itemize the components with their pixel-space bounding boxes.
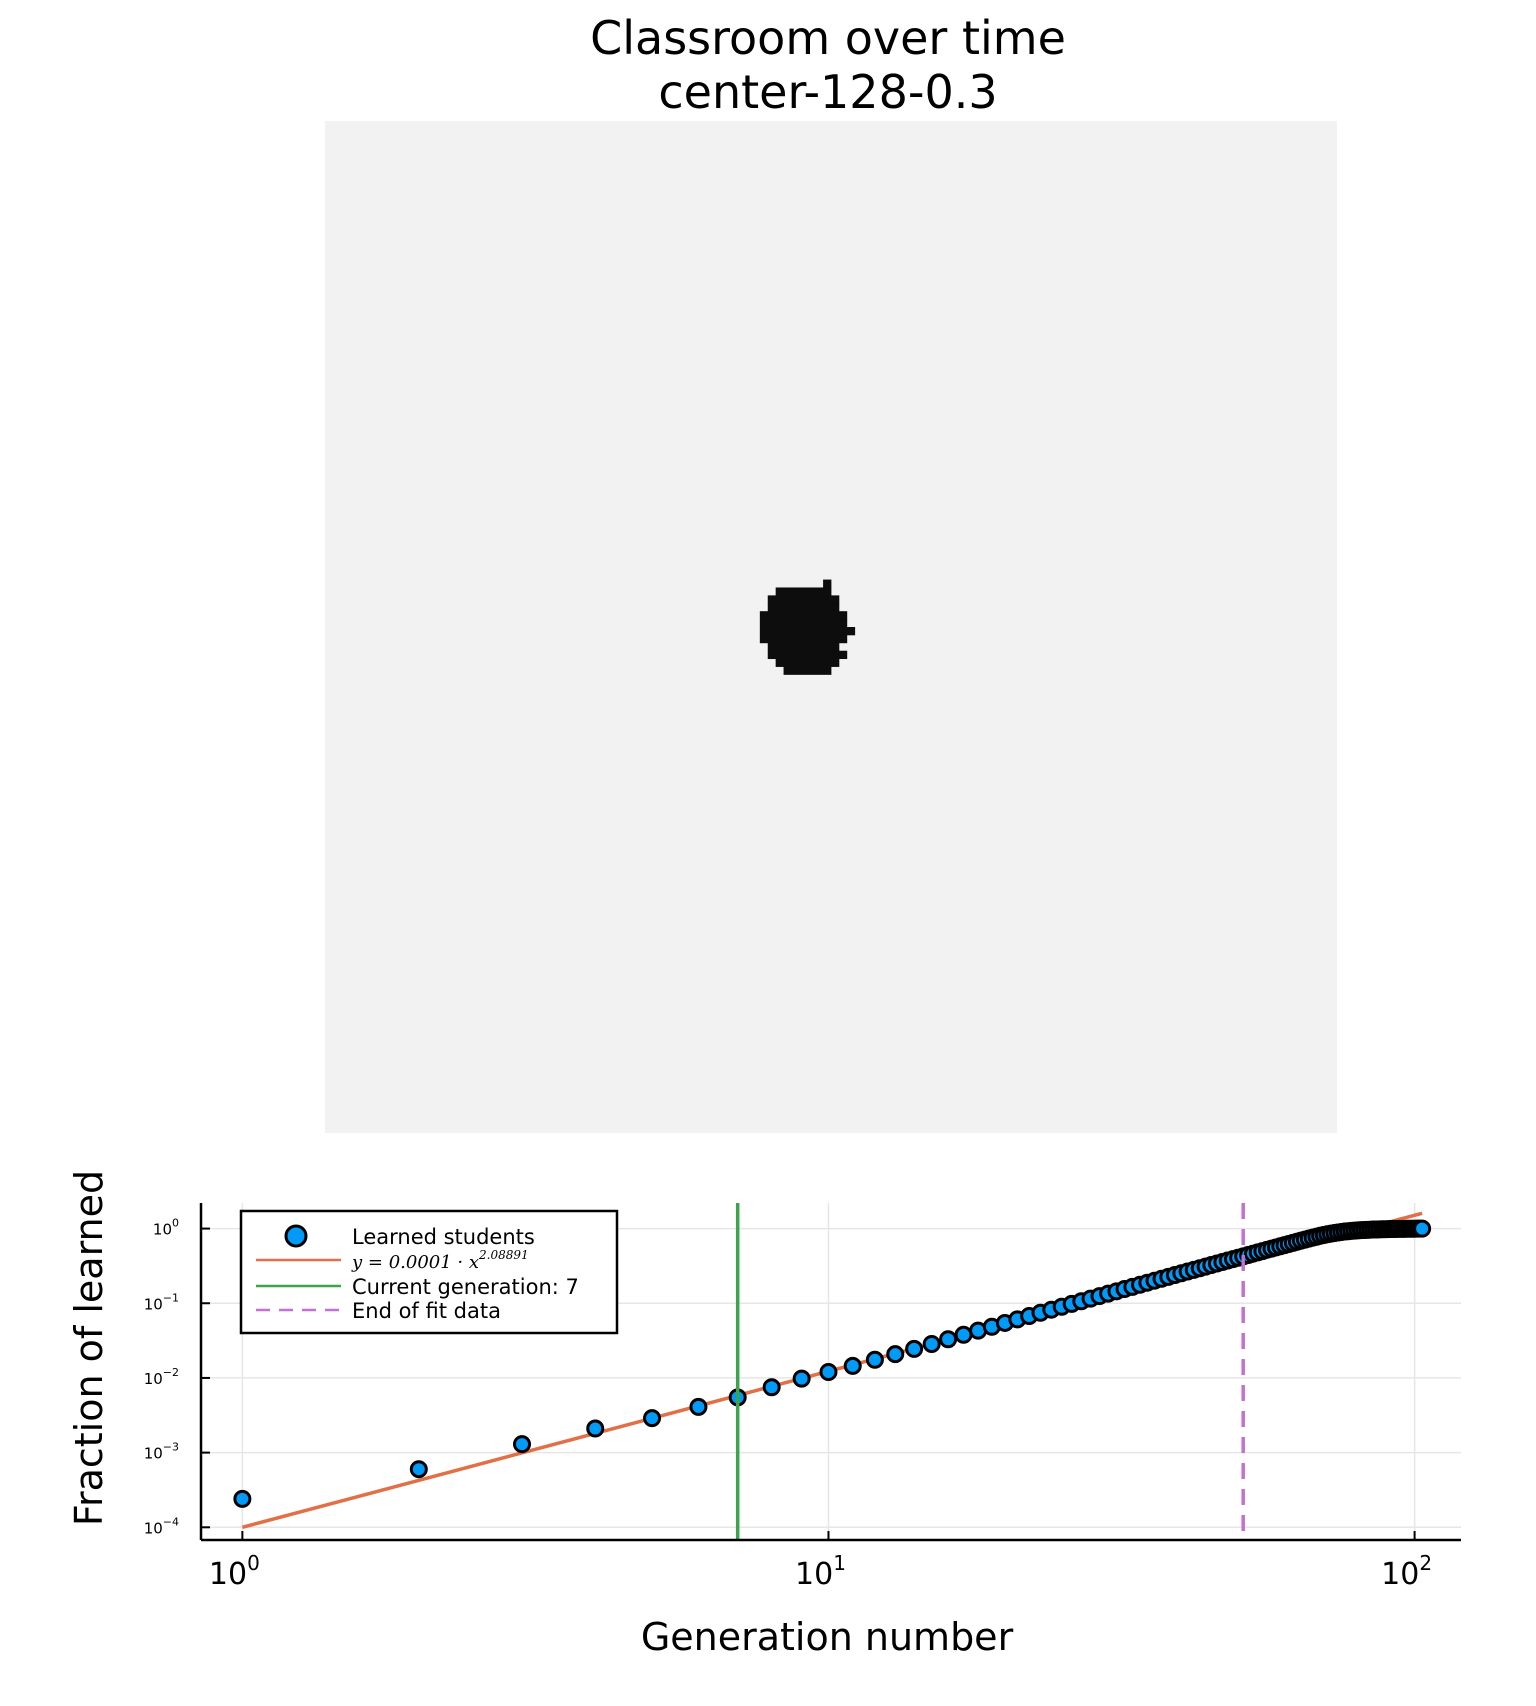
y-tick-exponent: −1 — [163, 1291, 179, 1304]
classroom-heatmap — [325, 121, 1337, 1133]
learned-student-cells — [759, 627, 856, 636]
legend-label-learned-students: Learned students — [352, 1225, 535, 1249]
y-tick-base: 10 — [144, 1295, 163, 1313]
data-point — [792, 1369, 811, 1388]
data-point — [905, 1339, 924, 1358]
data-point — [689, 1397, 708, 1416]
y-tick-label: 10−3 — [144, 1441, 179, 1463]
data-point — [819, 1363, 838, 1382]
x-tick-base: 10 — [795, 1557, 833, 1592]
x-tick-base: 10 — [209, 1557, 247, 1592]
learned-student-cells — [783, 666, 832, 675]
learned-student-cells — [759, 611, 848, 620]
x-tick-exponent: 1 — [833, 1551, 846, 1575]
data-point — [409, 1460, 428, 1479]
x-tick-label: 100 — [209, 1551, 260, 1592]
y-tick-exponent: −2 — [163, 1366, 179, 1379]
x-tick-exponent: 2 — [1419, 1551, 1432, 1575]
learned-student-cells — [823, 579, 832, 588]
learned-student-cells — [767, 642, 840, 652]
figure-title: Classroom over time — [590, 11, 1066, 65]
data-point — [922, 1334, 941, 1353]
learned-student-cells — [775, 658, 840, 667]
data-point — [643, 1409, 662, 1428]
data-point — [843, 1356, 862, 1375]
y-tick-label: 10−1 — [144, 1291, 179, 1313]
chart-legend: Learned students y = 0.0001 · x2.08891 C… — [239, 1209, 619, 1335]
learned-student-cells — [759, 634, 848, 644]
legend-marker-learned-students — [284, 1224, 308, 1248]
data-point — [762, 1378, 781, 1397]
y-tick-label: 100 — [153, 1217, 179, 1239]
x-tick-label: 101 — [795, 1551, 846, 1592]
data-point — [1413, 1219, 1432, 1238]
learned-student-cells — [767, 650, 848, 660]
y-axis-label: Fraction of learned — [67, 1170, 111, 1526]
x-tick-labels: 100 101 102 — [209, 1551, 1432, 1592]
y-tick-exponent: −4 — [163, 1515, 179, 1528]
vertical-lines — [735, 1203, 1245, 1540]
data-point — [586, 1419, 605, 1438]
legend-label-fit: y = 0.0001 · x2.08891 — [351, 1248, 529, 1273]
data-point — [865, 1350, 884, 1369]
y-tick-base: 10 — [144, 1445, 163, 1463]
learned-student-cells — [759, 619, 848, 628]
data-point — [939, 1330, 958, 1349]
chart-axes — [199, 1203, 1461, 1542]
data-point — [954, 1325, 973, 1344]
y-tick-base: 10 — [144, 1519, 163, 1537]
learned-student-cells — [775, 587, 832, 596]
learned-student-cells — [767, 595, 840, 604]
data-point — [233, 1489, 252, 1508]
x-axis-label: Generation number — [641, 1615, 1014, 1659]
learned-students-points — [233, 1219, 1432, 1508]
figure-subtitle: center-128-0.3 — [658, 65, 997, 119]
data-point — [886, 1345, 905, 1364]
legend-fit-exponent: 2.08891 — [478, 1248, 529, 1262]
y-tick-base: 10 — [144, 1370, 163, 1388]
x-tick-exponent: 0 — [247, 1551, 260, 1575]
legend-label-end-of-fit: End of fit data — [352, 1299, 501, 1323]
x-tick-label: 102 — [1381, 1551, 1432, 1592]
legend-fit-equation: y = 0.0001 · x — [351, 1252, 479, 1273]
y-tick-exponent: 0 — [172, 1217, 179, 1230]
y-tick-label: 10−2 — [144, 1366, 179, 1388]
legend-label-current-generation: Current generation: 7 — [352, 1275, 579, 1299]
data-point — [513, 1435, 532, 1454]
x-tick-base: 10 — [1381, 1557, 1419, 1592]
learned-student-cells — [767, 603, 840, 612]
y-tick-exponent: −3 — [163, 1441, 179, 1454]
y-tick-label: 10−4 — [144, 1515, 179, 1537]
y-tick-base: 10 — [153, 1221, 172, 1239]
